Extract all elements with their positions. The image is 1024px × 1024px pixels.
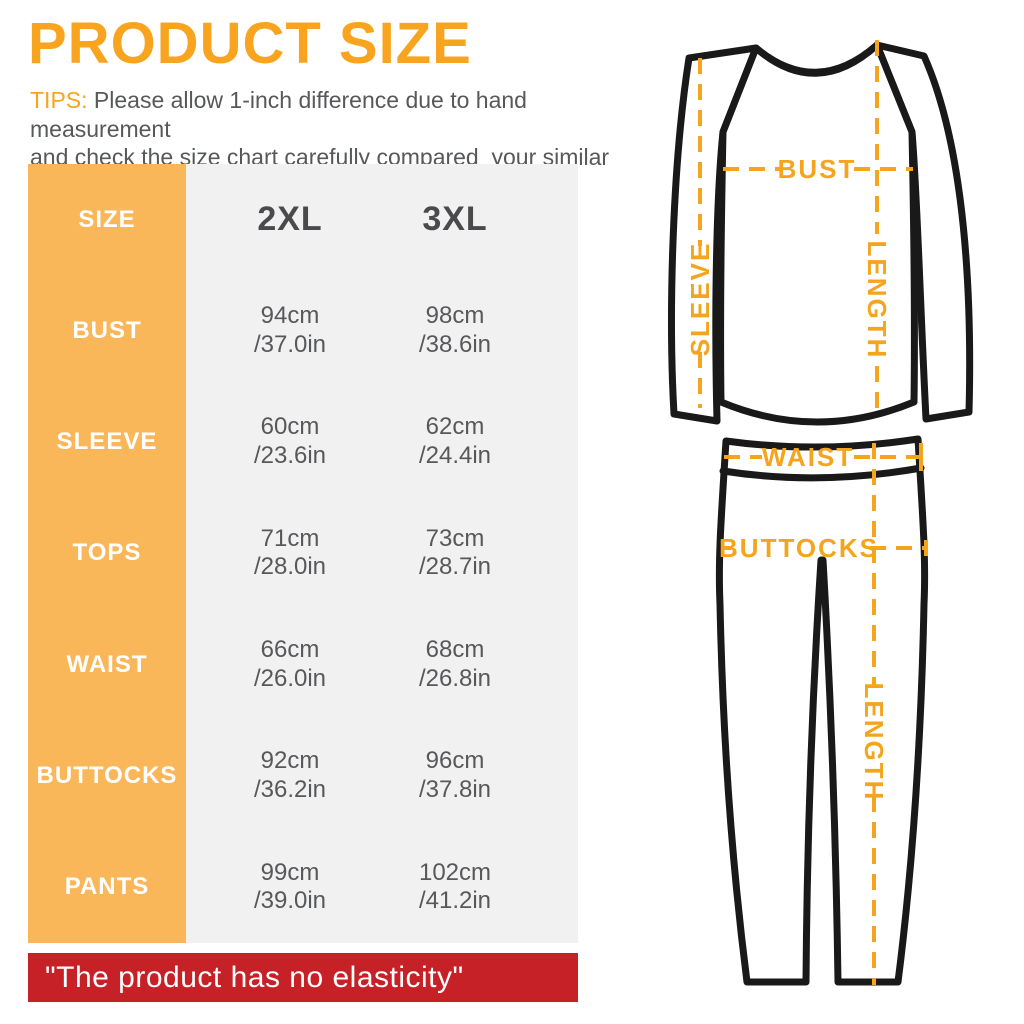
waist-label: WAIST (762, 442, 854, 472)
table-row-label: SLEEVE (28, 386, 186, 498)
table-cell: 73cm /28.7in (418, 524, 492, 581)
table-filler (516, 275, 578, 386)
table-row-label: BUST (28, 275, 186, 387)
table-cell: 66cm /26.0in (253, 635, 327, 692)
table-cell: 102cm /41.2in (418, 858, 492, 915)
table-cell: 60cm /23.6in (253, 413, 327, 470)
garment-measurement-diagram: BUST SLEEVE LENGTH WAIST BUTTOCKS LENGTH (668, 40, 974, 986)
table-filler (516, 832, 578, 943)
shirt-collar-seam (752, 41, 881, 77)
sleeve-label: SLEEVE (685, 242, 715, 357)
table-header-2xl: 2XL (257, 200, 323, 239)
table-row-label: PANTS (28, 831, 186, 943)
table-cell: 99cm /39.0in (253, 858, 327, 915)
table-cell: 94cm /37.0in (253, 302, 327, 358)
table-cell: 68cm /26.8in (418, 635, 492, 692)
page-title: PRODUCT SIZE (28, 11, 472, 76)
table-filler (516, 164, 578, 275)
pants-length-label: LENGTH (859, 683, 889, 802)
bust-label: BUST (778, 154, 857, 184)
shirt-body (717, 41, 918, 426)
table-filler (516, 387, 578, 498)
tips-label: TIPS: (30, 87, 88, 113)
shirt-length-label: LENGTH (862, 241, 892, 360)
table-cell: 71cm /28.0in (253, 524, 327, 581)
buttocks-label: BUTTOCKS (719, 533, 879, 563)
pants-waistband-seam (719, 464, 925, 482)
table-header-3xl: 3XL (422, 200, 488, 239)
table-filler (516, 609, 578, 720)
no-elasticity-banner: "The product has no elasticity" (28, 953, 578, 1002)
table-row-label: BUTTOCKS (28, 720, 186, 832)
table-cell: 98cm /38.6in (418, 302, 492, 358)
table-cell: 92cm /36.2in (253, 747, 327, 804)
table-filler (516, 498, 578, 609)
table-row-label: WAIST (28, 609, 186, 721)
pants-outline (715, 435, 929, 986)
table-cell: 62cm /24.4in (418, 413, 492, 470)
table-filler (516, 720, 578, 831)
table-cell: 96cm /37.8in (418, 747, 492, 804)
table-header-size: SIZE (28, 164, 186, 276)
table-row-label: TOPS (28, 497, 186, 610)
banner-text: "The product has no elasticity" (45, 960, 464, 994)
size-table: SIZE 2XL 3XL BUST 94cm /37.0in 98cm /38.… (28, 164, 578, 943)
